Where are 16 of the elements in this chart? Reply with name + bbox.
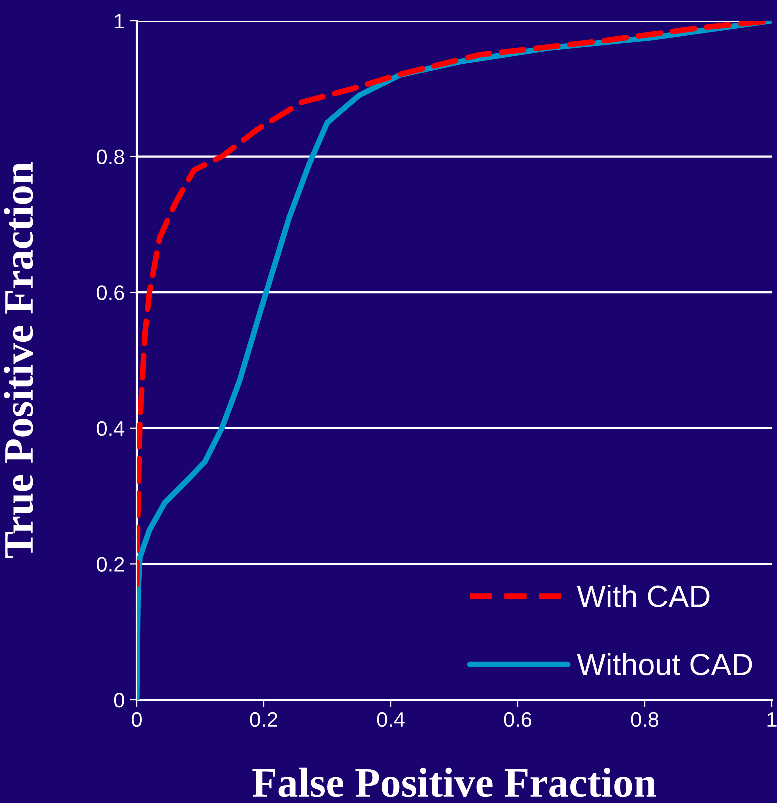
legend-label: Without CAD: [577, 653, 752, 676]
y-tick-label: 0.6: [97, 286, 124, 300]
x-axis-title: False Positive Fraction: [252, 768, 656, 798]
y-tick-label: 0: [114, 693, 124, 708]
y-tick-label: 0.8: [97, 150, 124, 165]
x-tick-label: 1: [768, 712, 777, 727]
x-tick-label: 0.2: [250, 712, 278, 728]
x-tick-label: 0.4: [377, 712, 405, 728]
x-tick-label: 0.6: [504, 712, 532, 728]
x-tick-label: 0.8: [631, 712, 659, 728]
y-tick-label: 0.2: [97, 557, 124, 572]
x-tick-label: 0: [132, 712, 142, 728]
y-axis-title: True Positive Fraction: [4, 162, 34, 558]
legend-label: With CAD: [577, 584, 710, 608]
y-tick-label: 1: [115, 14, 124, 29]
y-tick-label: 0.4: [97, 421, 125, 436]
